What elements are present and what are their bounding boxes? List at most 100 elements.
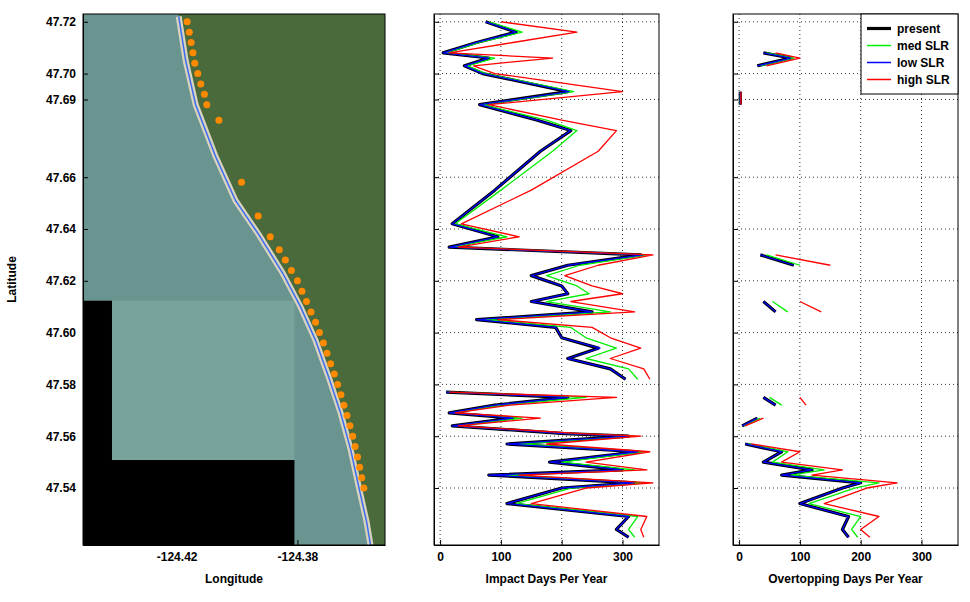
x-axis-title: Impact Days Per Year — [486, 572, 608, 586]
point — [316, 329, 323, 336]
figure: -124.42-124.3847.5447.5647.5847.6047.624… — [0, 0, 970, 602]
series-line — [745, 444, 861, 537]
tick-label: 47.58 — [46, 378, 76, 392]
point — [201, 91, 208, 98]
tick — [434, 229, 439, 230]
series-line — [745, 444, 861, 537]
axis-line — [84, 545, 386, 546]
tick-label: 0 — [437, 550, 444, 564]
tick: 47.64 — [46, 222, 88, 236]
point — [255, 213, 262, 220]
series-line — [443, 22, 642, 379]
grid-line — [622, 14, 623, 545]
tick — [733, 384, 738, 385]
tick: 300 — [613, 540, 633, 564]
tick-mark — [733, 229, 738, 230]
tick-mark — [440, 540, 441, 545]
point — [343, 412, 350, 419]
series-line — [800, 302, 821, 312]
series-line — [740, 92, 741, 105]
series-line — [763, 397, 775, 405]
point — [184, 18, 191, 25]
point — [320, 339, 327, 346]
grid-line — [434, 384, 659, 385]
tick-mark — [733, 333, 738, 334]
point — [298, 288, 305, 295]
plot-frame — [434, 14, 659, 545]
series-line — [449, 392, 653, 537]
tick-mark — [861, 540, 862, 545]
tick-label: 47.69 — [46, 93, 76, 107]
point — [194, 70, 201, 77]
tick-mark — [922, 540, 923, 545]
panel: 0100200300Overtopping Days Per Yearprese… — [733, 14, 959, 586]
series-line — [446, 22, 647, 379]
tick-label: 300 — [613, 550, 633, 564]
point — [340, 402, 347, 409]
tick-mark — [83, 22, 88, 23]
y-axis — [434, 15, 439, 546]
point — [358, 474, 365, 481]
tick: 0 — [437, 540, 444, 564]
series-line — [449, 22, 653, 379]
point — [360, 485, 367, 492]
tick-mark — [83, 99, 88, 100]
point — [288, 267, 295, 274]
tick — [434, 74, 439, 75]
tick: 47.62 — [46, 274, 88, 288]
tick-mark — [800, 540, 801, 545]
grid-line — [739, 14, 740, 545]
tick-label: -124.42 — [157, 550, 198, 564]
tick-label: 200 — [552, 550, 572, 564]
point — [189, 49, 196, 56]
axis-line — [435, 545, 660, 546]
point — [337, 391, 344, 398]
tick-label: 100 — [790, 550, 810, 564]
y-axis-title: Latitude — [5, 256, 19, 303]
tick-label: 300 — [912, 550, 932, 564]
tick: 47.70 — [46, 67, 88, 81]
tick-mark — [434, 74, 439, 75]
tick — [733, 177, 738, 178]
x-axis: 0100200300 — [734, 540, 959, 564]
series-line — [751, 444, 897, 537]
tick-mark — [83, 436, 88, 437]
grid-line — [733, 177, 958, 178]
grid-line — [434, 332, 659, 333]
series-line — [773, 302, 788, 312]
plot-area — [740, 53, 897, 537]
tick-mark — [434, 22, 439, 23]
tick-mark — [733, 488, 738, 489]
tick: 47.56 — [46, 430, 88, 444]
point — [294, 277, 301, 284]
grid-line — [733, 280, 958, 281]
tick — [434, 488, 439, 489]
water — [83, 14, 371, 545]
tick-label: 47.62 — [46, 274, 76, 288]
tick-label: -124.38 — [278, 550, 319, 564]
series-line — [760, 255, 793, 265]
tick-label: 47.64 — [46, 222, 76, 236]
tick-mark — [83, 229, 88, 230]
series-line — [739, 92, 742, 105]
series-line — [800, 397, 806, 405]
tick: 47.66 — [46, 171, 88, 185]
grid-line — [733, 332, 958, 333]
tick — [733, 99, 738, 100]
shoreline — [179, 17, 371, 545]
tick: 200 — [552, 540, 572, 564]
tick — [733, 436, 738, 437]
point — [308, 308, 315, 315]
series-line — [769, 397, 781, 405]
grid-line — [733, 436, 958, 437]
tick: 47.72 — [46, 15, 88, 29]
tick-mark — [434, 281, 439, 282]
tick-mark — [83, 281, 88, 282]
x-axis: -124.42 -124.38 — [84, 540, 386, 564]
grid-line — [799, 14, 800, 545]
point — [334, 381, 341, 388]
series-line — [763, 397, 775, 405]
legend-label: med SLR — [897, 39, 949, 53]
no-data — [83, 460, 294, 545]
tick: -124.38 — [278, 540, 319, 564]
